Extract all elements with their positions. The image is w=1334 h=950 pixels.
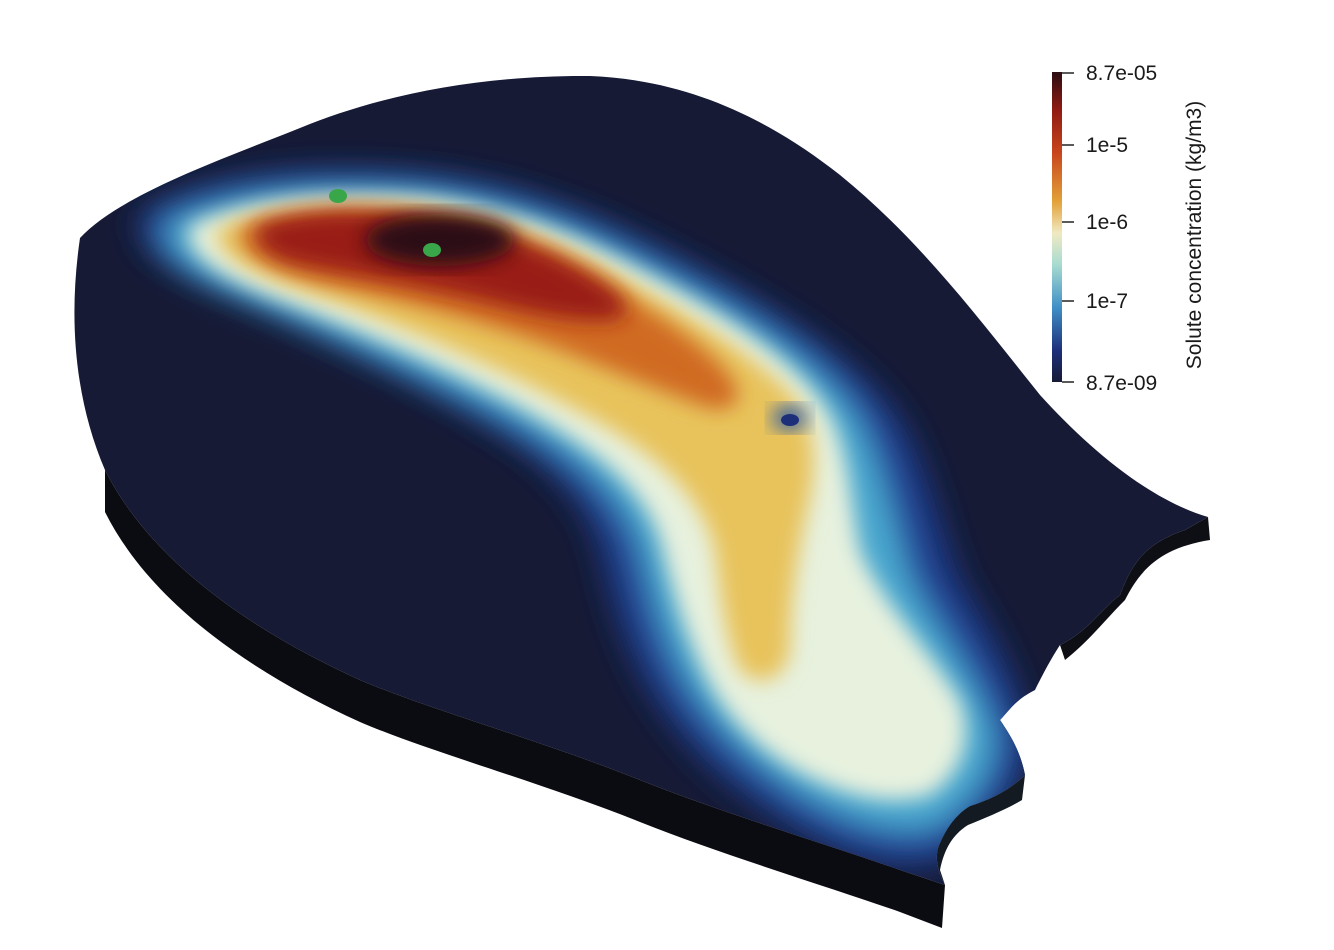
colorbar-title: Solute concentration (kg/m3) [1183, 100, 1206, 370]
colorbar-tick-label: 1e-6 [1086, 211, 1129, 234]
colorbar-tick-label: 8.7e-05 [1086, 62, 1158, 85]
domain-slab-edge-right [1060, 517, 1210, 660]
well-marker[interactable] [329, 189, 347, 203]
colorbar-gradient [1052, 72, 1074, 383]
well-marker[interactable] [423, 243, 441, 257]
colorbar-tick-label: 1e-5 [1086, 134, 1129, 157]
colorbar-legend: 8.7e-05 1e-5 1e-6 1e-7 8.7e-09 Solute co… [1040, 60, 1220, 410]
domain-slab-edge-coast [936, 720, 1025, 885]
colorbar-tick-label: 8.7e-09 [1086, 372, 1158, 395]
concentration-plume [138, 171, 1031, 868]
colorbar-tick-label: 1e-7 [1086, 290, 1129, 313]
domain-slab-edge [105, 470, 945, 928]
